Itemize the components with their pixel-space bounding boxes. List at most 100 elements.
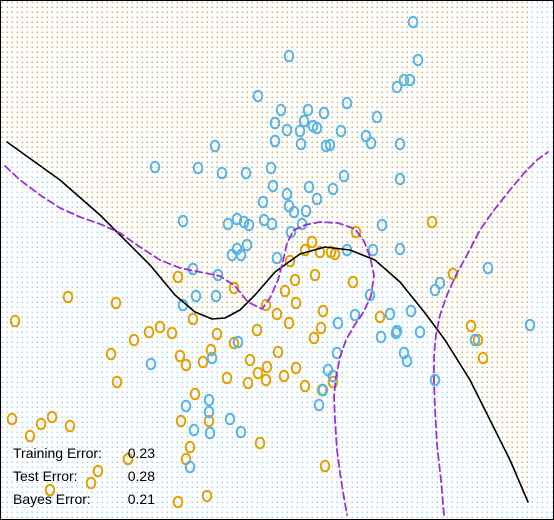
blue-point: [241, 238, 253, 252]
orange-point: [290, 296, 302, 310]
orange-point: [299, 379, 311, 393]
orange-point: [110, 296, 122, 310]
orange-point: [289, 273, 301, 287]
orange-point: [6, 412, 18, 426]
orange-point: [46, 410, 58, 424]
orange-point: [260, 298, 272, 312]
blue-point: [257, 195, 269, 209]
orange-point: [426, 215, 438, 229]
points-layer: [6, 15, 536, 509]
blue-point: [394, 242, 406, 256]
orange-point: [251, 323, 263, 337]
blue-point: [524, 318, 536, 332]
orange-point: [319, 459, 331, 473]
orange-point: [271, 307, 283, 321]
blue-point: [209, 139, 221, 153]
blue-point: [235, 425, 247, 439]
orange-point: [315, 321, 327, 335]
orange-point: [472, 333, 484, 347]
blue-point: [341, 96, 353, 110]
blue-point: [188, 423, 200, 437]
bayes-error-label: Bayes Error:: [13, 491, 91, 507]
blue-point: [398, 346, 410, 360]
blue-point: [224, 412, 236, 426]
blue-point: [376, 218, 388, 232]
orange-point: [347, 275, 359, 289]
orange-point: [172, 495, 184, 509]
orange-point: [105, 347, 117, 361]
blue-point: [204, 426, 216, 440]
blue-point: [180, 399, 192, 413]
orange-point: [44, 483, 56, 497]
orange-point: [272, 345, 284, 359]
orange-point: [279, 284, 291, 298]
blue-point: [252, 89, 264, 103]
blue-point: [367, 243, 379, 257]
blue-point: [216, 166, 228, 180]
orange-point: [201, 489, 213, 503]
blue-point: [360, 129, 372, 143]
blue-point: [482, 261, 494, 275]
blue-point: [295, 137, 307, 151]
blue-point: [269, 134, 281, 148]
orange-point: [203, 414, 215, 428]
blue-point: [203, 393, 215, 407]
bayes-error-value: 0.21: [128, 491, 155, 507]
training-error-label: Training Error:: [13, 445, 102, 461]
orange-point: [374, 310, 386, 324]
blue-point: [184, 460, 196, 474]
blue-point: [469, 333, 481, 347]
blue-point: [210, 289, 222, 303]
blue-point: [322, 363, 334, 377]
blue-point: [311, 192, 323, 206]
blue-point: [303, 180, 315, 194]
blue-point: [240, 166, 252, 180]
orange-point: [260, 373, 272, 387]
orange-point: [309, 268, 321, 282]
orange-point: [254, 436, 266, 450]
blue-point: [238, 215, 250, 229]
blue-point: [313, 398, 325, 412]
blue-point: [429, 373, 441, 387]
orange-point: [477, 351, 489, 365]
orange-point: [122, 452, 134, 466]
blue-point: [394, 172, 406, 186]
orange-point: [211, 327, 223, 341]
blue-point: [414, 325, 426, 339]
orange-point: [299, 243, 311, 257]
error-legend: Training Error: 0.23 Test Error: 0.28 Ba…: [13, 445, 155, 507]
blue-point: [375, 330, 387, 344]
blue-point: [332, 316, 344, 330]
boundaries-layer: [4, 141, 549, 516]
orange-point: [62, 290, 74, 304]
orange-point: [175, 414, 187, 428]
training-error-value: 0.23: [128, 445, 155, 461]
orange-point: [180, 358, 192, 372]
orange-point: [314, 245, 326, 259]
blue-point: [283, 199, 295, 213]
blue-point: [311, 121, 323, 135]
blue-point: [364, 288, 376, 302]
blue-point: [391, 80, 403, 94]
orange-point: [24, 429, 36, 443]
blue-point: [265, 161, 277, 175]
dashed-decision-boundary-2: [433, 151, 549, 516]
blue-point: [267, 179, 279, 193]
blue-point: [281, 187, 293, 201]
blue-point: [266, 217, 278, 231]
orange-point: [252, 366, 264, 380]
blue-point: [275, 103, 287, 117]
blue-point: [283, 49, 295, 63]
orange-point: [242, 376, 254, 390]
region-orange: [1, 1, 528, 502]
orange-point: [128, 333, 140, 347]
orange-point: [284, 254, 296, 268]
orange-point: [154, 320, 166, 334]
blue-point: [243, 218, 255, 232]
orange-point: [172, 270, 184, 284]
blue-point: [335, 124, 347, 138]
orange-point: [308, 331, 320, 345]
blue-point: [294, 124, 306, 138]
blue-point: [317, 383, 329, 397]
